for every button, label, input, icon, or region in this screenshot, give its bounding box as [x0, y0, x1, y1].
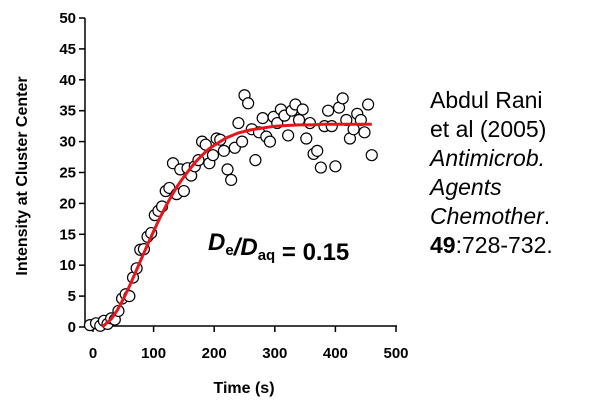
data-point [221, 163, 234, 176]
data-point [249, 154, 262, 167]
citation-volume: 49 [430, 232, 456, 258]
data-point [314, 161, 327, 174]
y-tick-label: 0 [68, 319, 76, 336]
y-tick-label: 35 [59, 103, 76, 120]
x-tick-label: 200 [202, 345, 227, 362]
data-point [322, 104, 335, 117]
data-point [362, 98, 375, 111]
x-tick-label: 300 [262, 345, 287, 362]
citation-year: et al (2005) [430, 116, 547, 142]
data-point [206, 149, 220, 162]
x-axis-ticks: 0 100 200 300 400 500 [89, 326, 409, 362]
data-point [177, 184, 190, 198]
x-tick-label: 400 [323, 345, 348, 362]
y-tick-label: 5 [68, 288, 76, 305]
annotation-part: e [225, 242, 233, 259]
x-tick-label: 0 [89, 345, 97, 362]
data-point [242, 97, 255, 110]
x-tick-label: 100 [141, 345, 166, 362]
y-tick-label: 45 [59, 41, 76, 58]
citation-volume-pages: 49:728-732. [430, 231, 553, 260]
annotation-part: = 0.15 [275, 239, 349, 266]
annotation-part: / [233, 234, 243, 261]
data-point [256, 112, 269, 125]
y-tick-label: 25 [59, 165, 76, 182]
data-point [303, 116, 317, 130]
ratio-annotation: De/Daq = 0.15 [208, 229, 349, 266]
data-point [232, 116, 245, 130]
citation-journal-2: Agents [430, 174, 502, 200]
citation: Abdul Rani et al (2005) Antimicrob. Agen… [430, 86, 553, 260]
data-point [296, 103, 309, 116]
citation-journal-1: Antimicrob. [430, 145, 546, 171]
y-tick-label: 20 [59, 195, 76, 212]
data-point [235, 135, 249, 148]
x-axis-label: Time (s) [213, 380, 274, 397]
data-point [358, 126, 371, 139]
data-point [365, 149, 378, 162]
citation-authors: Abdul Rani [430, 87, 543, 113]
data-point [300, 132, 313, 145]
data-point [217, 144, 230, 157]
y-axis-ticks: 0 5 10 15 20 25 30 35 40 45 50 [59, 10, 85, 336]
annotation-part: D [240, 234, 257, 261]
y-axis-label: Intensity at Cluster Center [14, 76, 31, 275]
citation-journal-3-dot: . [543, 203, 551, 229]
fit-curve [101, 122, 372, 329]
data-point [263, 135, 277, 148]
data-point [282, 129, 295, 142]
annotation-part: D [208, 229, 225, 256]
data-point [325, 120, 338, 133]
citation-journal-3-italic: Chemother [430, 203, 544, 229]
data-point [225, 173, 238, 187]
citation-pages: :728-732. [455, 232, 553, 258]
y-tick-label: 40 [59, 72, 76, 89]
y-tick-label: 15 [59, 226, 76, 243]
data-point [311, 144, 324, 157]
data-points [83, 89, 378, 332]
y-tick-label: 30 [59, 134, 76, 151]
citation-journal-3: Chemother. [430, 202, 553, 231]
x-tick-label: 500 [383, 345, 408, 362]
data-point [329, 160, 342, 173]
y-tick-label: 50 [59, 10, 76, 27]
y-tick-label: 10 [59, 257, 76, 274]
annotation-part: aq [258, 247, 276, 264]
data-point [336, 92, 349, 105]
